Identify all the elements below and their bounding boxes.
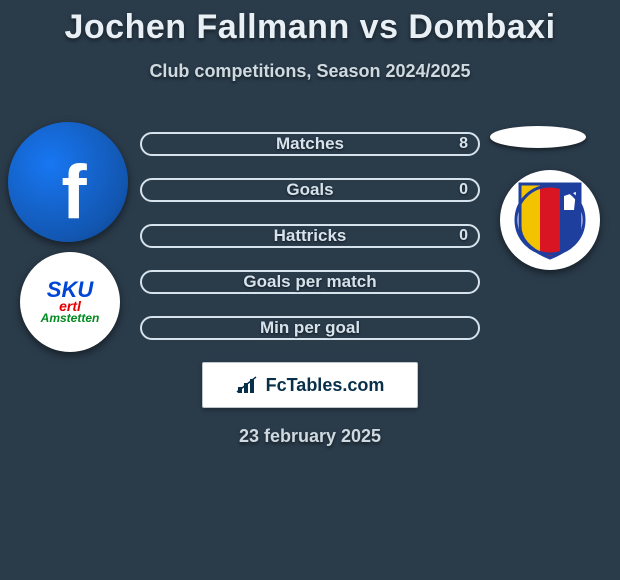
- bars-icon: [236, 375, 260, 395]
- stat-label: Goals: [286, 180, 333, 200]
- stat-label: Hattricks: [274, 226, 347, 246]
- page-title: Jochen Fallmann vs Dombaxi: [0, 0, 620, 47]
- facebook-glyph: f: [61, 149, 86, 236]
- page-subtitle: Club competitions, Season 2024/2025: [0, 61, 620, 82]
- stat-label: Min per goal: [260, 318, 360, 338]
- sku-text: SKU ertl Amstetten: [41, 280, 100, 323]
- stat-row-goals: Goals 0: [140, 178, 480, 202]
- infographic-root: Jochen Fallmann vs Dombaxi Club competit…: [0, 0, 620, 580]
- stat-label: Goals per match: [243, 272, 376, 292]
- brand-text: FcTables.com: [266, 375, 385, 396]
- facebook-icon: f: [8, 122, 128, 242]
- club-badge-sku: SKU ertl Amstetten: [20, 252, 120, 352]
- stat-row-matches: Matches 8: [140, 132, 480, 156]
- stat-row-gpm: Goals per match: [140, 270, 480, 294]
- stat-value: 0: [459, 181, 468, 199]
- stats-block: Matches 8 Goals 0 Hattricks 0 Goals per …: [140, 132, 480, 340]
- shield-icon: [514, 180, 586, 260]
- stat-value: 8: [459, 135, 468, 153]
- stat-row-mpg: Min per goal: [140, 316, 480, 340]
- sku-line3: Amstetten: [41, 313, 100, 324]
- club-badge-skn: [500, 170, 600, 270]
- date-text: 23 february 2025: [0, 426, 620, 447]
- stat-label: Matches: [276, 134, 344, 154]
- brand-panel: FcTables.com: [202, 362, 418, 408]
- stat-value: 0: [459, 227, 468, 245]
- player-badge-blank: [490, 126, 586, 148]
- stat-row-hattricks: Hattricks 0: [140, 224, 480, 248]
